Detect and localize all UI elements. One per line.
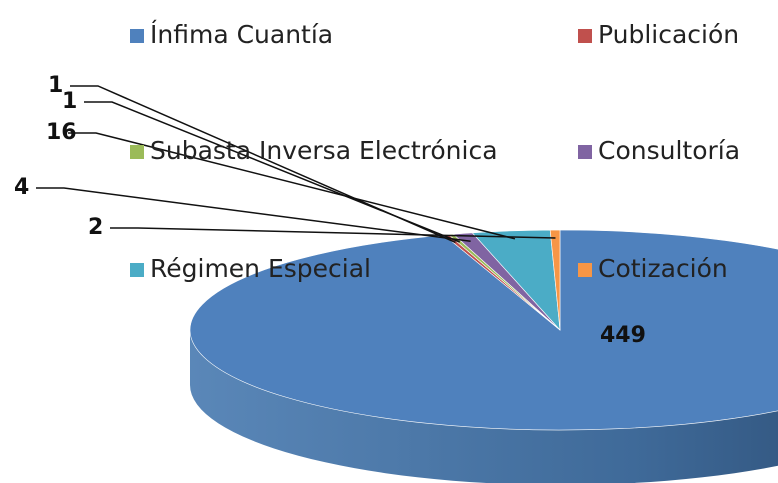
- legend-label: Consultoría: [598, 136, 740, 165]
- legend-swatch: [130, 145, 144, 159]
- value-label: 1: [48, 73, 63, 98]
- pie-slice: [549, 229, 561, 331]
- legend-label: Subasta Inversa Electrónica: [150, 136, 498, 165]
- pie-slice: [189, 229, 778, 431]
- legend-swatch: [130, 29, 144, 43]
- pie-side: [190, 330, 778, 483]
- legend-swatch: [578, 263, 592, 277]
- leader-line: [84, 101, 461, 243]
- value-label: 16: [46, 120, 77, 145]
- value-label: 1: [62, 89, 77, 114]
- value-label: 2: [88, 215, 103, 240]
- leader-line: [110, 227, 556, 239]
- leader-line: [36, 187, 471, 242]
- legend-swatch: [130, 263, 144, 277]
- value-label: 449: [600, 323, 646, 348]
- legend-swatch: [578, 29, 592, 43]
- legend-label: Ínfima Cuantía: [150, 20, 333, 49]
- legend-swatch: [578, 145, 592, 159]
- leader-line: [68, 132, 516, 240]
- value-label: 4: [14, 175, 29, 200]
- legend-label: Cotización: [598, 254, 728, 283]
- leader-line: [70, 85, 456, 244]
- legend-label: Régimen Especial: [150, 254, 371, 283]
- legend-label: Publicación: [598, 20, 739, 49]
